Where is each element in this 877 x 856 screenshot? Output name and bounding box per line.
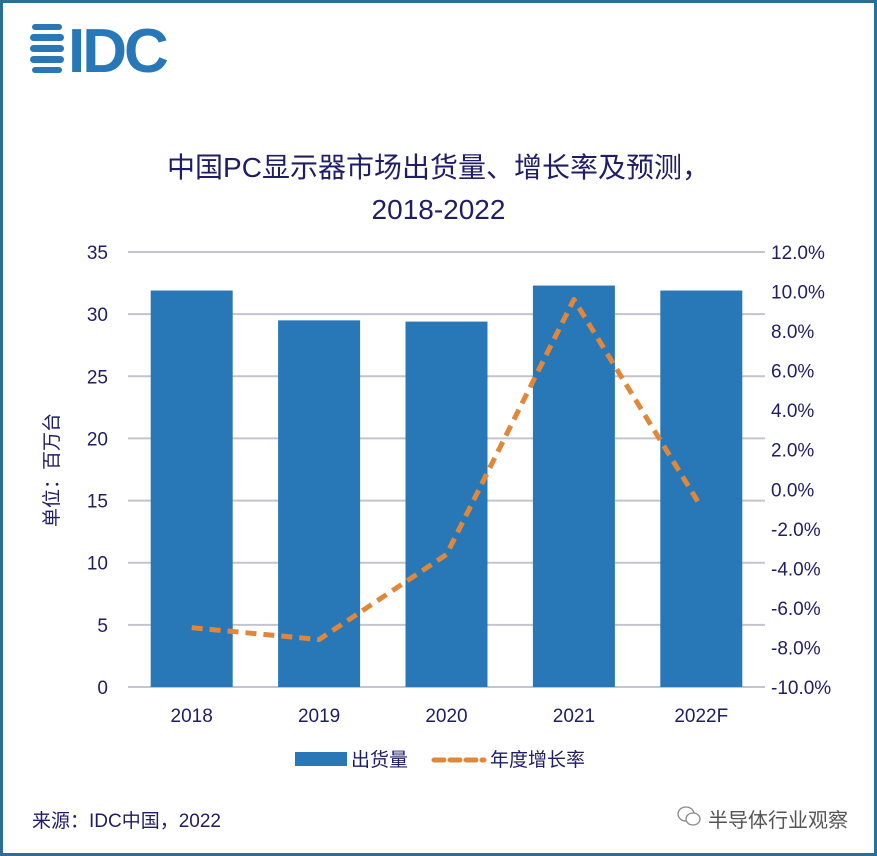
watermark: 半导体行业观察 xyxy=(676,804,848,833)
chart-title: 中国PC显示器市场出货量、增长率及预测， xyxy=(167,152,710,183)
y-tick-label: 35 xyxy=(87,243,108,264)
y-tick-label: 5 xyxy=(97,616,108,637)
y2-tick-label: -8.0% xyxy=(771,638,821,659)
x-tick-label: 2020 xyxy=(425,706,467,727)
y-tick-label: 20 xyxy=(87,429,108,450)
y2-tick-label: -4.0% xyxy=(771,559,821,580)
y-tick-label: 0 xyxy=(97,678,108,699)
y2-tick-label: 4.0% xyxy=(771,401,814,422)
watermark-text: 半导体行业观察 xyxy=(708,810,848,832)
y2-tick-label: 10.0% xyxy=(771,283,825,304)
chart-subtitle: 2018-2022 xyxy=(371,194,506,225)
y2-tick-label: -6.0% xyxy=(771,599,821,620)
source-note: 来源：IDC中国，2022 xyxy=(32,811,221,832)
legend-bar-label: 出货量 xyxy=(351,749,408,771)
y2-tick-label: 8.0% xyxy=(771,322,814,343)
svg-text:IDC: IDC xyxy=(68,20,168,76)
legend: 出货量 年度增长率 xyxy=(295,749,585,771)
x-tick-label: 2022F xyxy=(674,706,728,727)
bar-2020 xyxy=(405,321,488,687)
y2-tick-label: -10.0% xyxy=(771,678,831,699)
idc-logo: IDC xyxy=(30,17,210,86)
bar-2018 xyxy=(150,290,233,687)
x-tick-label: 2018 xyxy=(171,706,213,727)
y2-tick-label: -2.0% xyxy=(771,520,821,541)
x-tick-label: 2019 xyxy=(298,706,340,727)
legend-line-label: 年度增长率 xyxy=(490,749,585,771)
y-tick-label: 30 xyxy=(87,305,108,326)
wechat-icon xyxy=(676,805,702,833)
y-tick-label: 10 xyxy=(87,554,108,575)
y-tick-label: 15 xyxy=(87,492,108,513)
x-tick-label: 2021 xyxy=(553,706,595,727)
y-axis-title: 单位：百万台 xyxy=(41,413,63,527)
bar-2019 xyxy=(278,320,361,687)
bar-2022F xyxy=(660,290,743,687)
y2-tick-label: 6.0% xyxy=(771,362,814,383)
legend-bar-swatch xyxy=(295,752,347,766)
y2-tick-label: 0.0% xyxy=(771,480,814,501)
y-tick-label: 25 xyxy=(87,367,108,388)
y2-tick-label: 12.0% xyxy=(771,243,825,264)
y2-tick-label: 2.0% xyxy=(771,441,814,462)
